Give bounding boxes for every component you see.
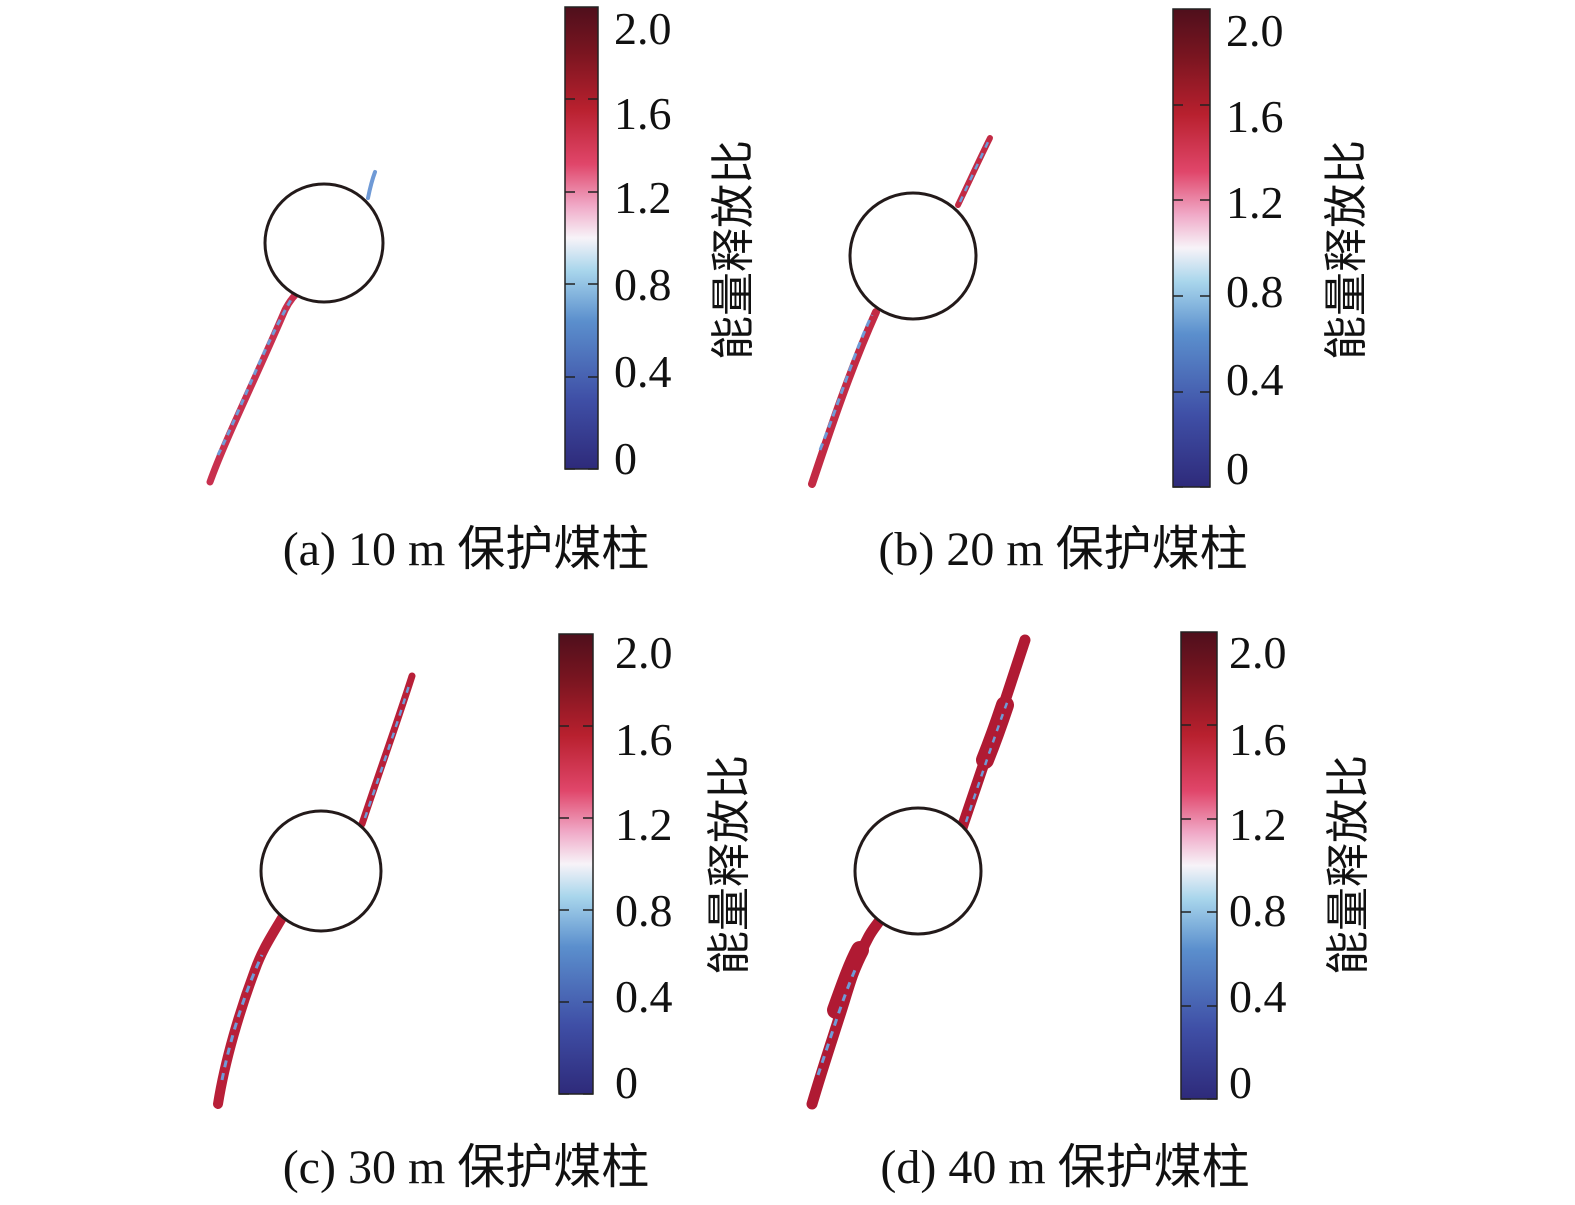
tick-label: 1.2 bbox=[614, 172, 672, 223]
tick-label: 0 bbox=[1226, 443, 1249, 494]
colorbar-gradient bbox=[1172, 8, 1211, 488]
tick-label: 1.6 bbox=[1226, 91, 1284, 142]
roadway-circle bbox=[263, 182, 385, 304]
crack-band bbox=[806, 634, 1031, 1110]
roadway-circle bbox=[259, 809, 383, 933]
tick-label: 2.0 bbox=[1229, 627, 1287, 678]
tick-label: 1.6 bbox=[1229, 714, 1287, 765]
tick-label: 1.6 bbox=[615, 714, 673, 765]
crack-band bbox=[213, 672, 416, 1109]
colorbar-gradient bbox=[564, 6, 599, 470]
tick-label: 0.4 bbox=[614, 346, 672, 397]
panel-c: 0 0.4 0.8 1.2 1.6 2.0 能量释放比 (c) 30 m 保护煤… bbox=[213, 627, 755, 1194]
colorbar-gradient bbox=[1180, 631, 1218, 1100]
tick-label: 0.8 bbox=[1226, 266, 1284, 317]
panel-b: 0 0.4 0.8 1.2 1.6 2.0 能量释放比 (b) 20 m 保护煤… bbox=[808, 5, 1372, 576]
tick-label: 2.0 bbox=[615, 627, 673, 678]
panel-caption: (d) 40 m 保护煤柱 bbox=[880, 1141, 1249, 1194]
tick-label: 1.2 bbox=[1229, 799, 1287, 850]
tick-label: 2.0 bbox=[1226, 5, 1284, 56]
colorbar-title: 能量释放比 bbox=[1323, 755, 1374, 975]
colorbar-gradient bbox=[558, 633, 594, 1095]
tick-label: 1.6 bbox=[614, 88, 672, 139]
colorbar-title: 能量释放比 bbox=[1321, 140, 1372, 360]
colorbar: 0 0.4 0.8 1.2 1.6 2.0 能量释放比 bbox=[564, 3, 759, 484]
colorbar: 0 0.4 0.8 1.2 1.6 2.0 能量释放比 bbox=[1172, 5, 1372, 494]
roadway-circle bbox=[853, 806, 983, 936]
panel-caption: (a) 10 m 保护煤柱 bbox=[283, 523, 650, 576]
tick-label: 0.8 bbox=[615, 885, 673, 936]
tick-label: 0 bbox=[614, 433, 637, 484]
panel-caption: (c) 30 m 保护煤柱 bbox=[283, 1141, 650, 1194]
tick-label: 0.4 bbox=[1226, 354, 1284, 405]
panel-caption: (b) 20 m 保护煤柱 bbox=[878, 523, 1247, 576]
colorbar-title: 能量释放比 bbox=[708, 140, 759, 360]
tick-label: 0.4 bbox=[615, 971, 673, 1022]
tick-label: 0.4 bbox=[1229, 971, 1287, 1022]
tick-label: 1.2 bbox=[615, 799, 673, 850]
panel-d: 0 0.4 0.8 1.2 1.6 2.0 能量释放比 (d) 40 m 保护煤… bbox=[806, 627, 1374, 1194]
colorbar: 0 0.4 0.8 1.2 1.6 2.0 能量释放比 bbox=[1180, 627, 1374, 1108]
tick-label: 0 bbox=[615, 1057, 638, 1108]
colorbar: 0 0.4 0.8 1.2 1.6 2.0 能量释放比 bbox=[558, 627, 755, 1108]
tick-label: 1.2 bbox=[1226, 177, 1284, 228]
tick-label: 0.8 bbox=[614, 259, 672, 310]
colorbar-title: 能量释放比 bbox=[704, 755, 755, 975]
tick-label: 0.8 bbox=[1229, 885, 1287, 936]
tick-label: 0 bbox=[1229, 1057, 1252, 1108]
panel-a: 0 0.4 0.8 1.2 1.6 2.0 能量释放比 (a) 10 m 保护煤… bbox=[206, 3, 759, 576]
roadway-circle bbox=[848, 191, 978, 321]
crack-band bbox=[206, 170, 377, 486]
tick-label: 2.0 bbox=[614, 3, 672, 54]
crack-band bbox=[808, 135, 993, 488]
